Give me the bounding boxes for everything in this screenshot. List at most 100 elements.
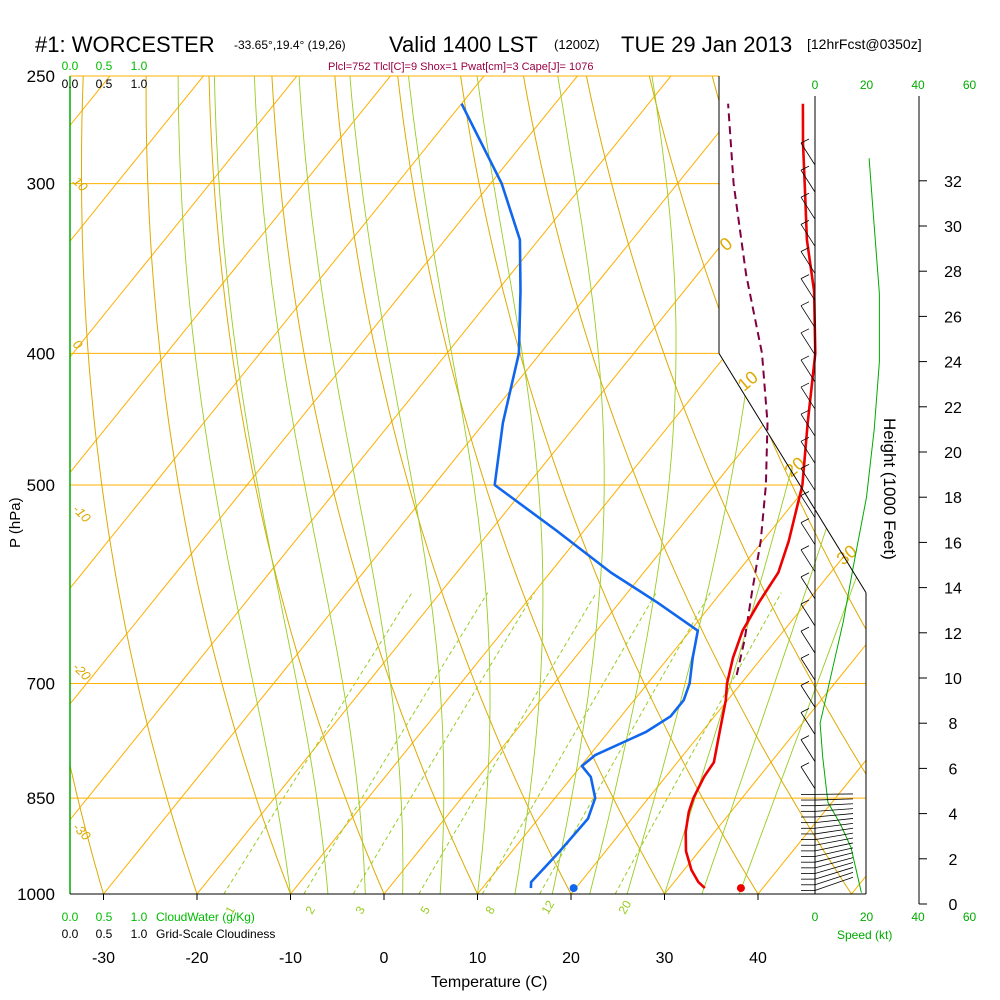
isotherm-line (103, 76, 765, 894)
isotherm-line (851, 76, 866, 894)
wind-barb (800, 301, 810, 307)
x-tick-label: -10 (279, 950, 302, 967)
cloudiness-tick-top: 1.0 (131, 77, 148, 91)
wind-barb (800, 576, 816, 600)
speed-axis-label: Speed (kt) (837, 928, 892, 942)
cloudwater-tick-top: 0.0 (62, 59, 79, 73)
surface-dewpoint-point (569, 884, 578, 893)
y-tick-label: 700 (27, 675, 55, 694)
wind-barb (800, 626, 810, 632)
wind-barb (800, 278, 816, 301)
x-axis-label: Temperature (C) (431, 974, 547, 991)
cloudiness-tick-bottom: 1.0 (131, 927, 148, 941)
height-tick-label: 0 (949, 897, 958, 914)
wind-barb (800, 165, 810, 171)
height-tick-label: 30 (944, 219, 962, 236)
y-tick-label: 400 (27, 344, 55, 363)
moist-adiabat-line (408, 76, 491, 894)
wind-barb (800, 653, 810, 659)
wind-barb (800, 247, 810, 252)
wind-barb (800, 359, 816, 383)
valid-time: Valid 1400 LST (389, 32, 538, 57)
wind-barb (800, 305, 816, 328)
isotherm-line (0, 76, 16, 894)
wind-barb (814, 827, 854, 835)
height-tick-label: 22 (944, 400, 962, 417)
wind-barb (814, 871, 854, 886)
height-tick-label: 2 (949, 852, 958, 869)
wind-barb (800, 409, 810, 415)
utc-time: (1200Z) (554, 37, 600, 52)
wind-barb (800, 712, 816, 735)
wind-barb (800, 197, 816, 220)
dry-adiabat-label: 10 (70, 174, 91, 195)
wind-barb (800, 685, 816, 708)
station-title: #1: WORCESTER (35, 32, 215, 57)
y-axis-label: P (hPa) (7, 497, 24, 548)
height-tick-label: 10 (944, 671, 962, 688)
wind-barb (800, 332, 816, 356)
y-tick-label: 500 (27, 476, 55, 495)
parcel-path-line (727, 103, 769, 676)
height-axis-label: Height (1000 Feet) (880, 418, 899, 560)
wind-barb (800, 518, 810, 524)
x-tick-label: 20 (562, 950, 580, 967)
cloudwater-tick-top: 0.5 (96, 59, 113, 73)
wind-barb (814, 837, 854, 846)
wind-barb (800, 328, 810, 334)
mixing-ratio-line (481, 592, 657, 894)
mixing-ratio-line (614, 592, 782, 894)
wind-barb (800, 766, 816, 789)
cloudwater-tick-bottom: 0.5 (96, 910, 113, 924)
moist-adiabat-line (349, 76, 445, 894)
x-tick-label: 10 (469, 950, 487, 967)
wind-barb (800, 219, 810, 225)
dry-adiabat-line (523, 76, 852, 894)
dry-adiabat-line (271, 76, 478, 894)
moist-adiabat-line (701, 76, 866, 894)
height-tick-label: 20 (944, 445, 962, 462)
wind-barb (800, 192, 810, 198)
mixing-ratio-label: 8 (482, 903, 498, 916)
height-tick-label: 32 (944, 174, 962, 191)
dry-adiabat-line (397, 76, 665, 894)
wind-barb (814, 832, 854, 840)
dry-adiabat-line (0, 76, 10, 894)
speed-tick-bottom: 0 (812, 910, 819, 924)
cloudwater-tick-bottom: 0.0 (62, 910, 79, 924)
wind-barb (814, 852, 854, 863)
wind-barb (800, 708, 810, 713)
moist-adiabat-line (551, 76, 605, 894)
mixing-ratio-label: 3 (352, 903, 368, 916)
speed-tick-top: 0 (812, 78, 819, 92)
surface-temperature-point (736, 884, 745, 893)
height-tick-label: 8 (949, 716, 958, 733)
isotherm-line (664, 76, 866, 894)
dry-adiabat-label: -20 (70, 660, 94, 684)
height-tick-label: 28 (944, 264, 962, 281)
wind-speed-line (819, 158, 880, 893)
cloudiness-label: Grid-Scale Cloudiness (156, 927, 275, 941)
wind-barb (814, 857, 854, 869)
wind-barb (814, 803, 854, 807)
wind-barb (800, 169, 816, 193)
isotherm-line (70, 76, 391, 894)
temperature-line (684, 103, 817, 890)
wind-speed-panel: 0020204040606002468101214161820222426283… (800, 78, 976, 924)
y-tick-label: 1000 (17, 885, 55, 904)
isotherm-line (196, 76, 859, 894)
wind-barb (814, 847, 854, 857)
sounding-parameters: Plcl=752 Tlcl[C]=9 Shox=1 Pwat[cm]=3 Cap… (328, 61, 593, 73)
moist-adiabat-line (298, 76, 404, 894)
dry-adiabat-line (964, 76, 1000, 894)
speed-tick-bottom: 20 (860, 910, 874, 924)
wind-barb (800, 739, 816, 762)
mixing-ratio-line (539, 592, 711, 894)
wind-barb (800, 681, 810, 686)
isotherm-line (70, 76, 578, 894)
wind-barb (800, 735, 810, 740)
wind-barb (800, 658, 816, 681)
y-tick-label: 250 (27, 67, 55, 86)
dry-adiabat-line (70, 76, 104, 894)
